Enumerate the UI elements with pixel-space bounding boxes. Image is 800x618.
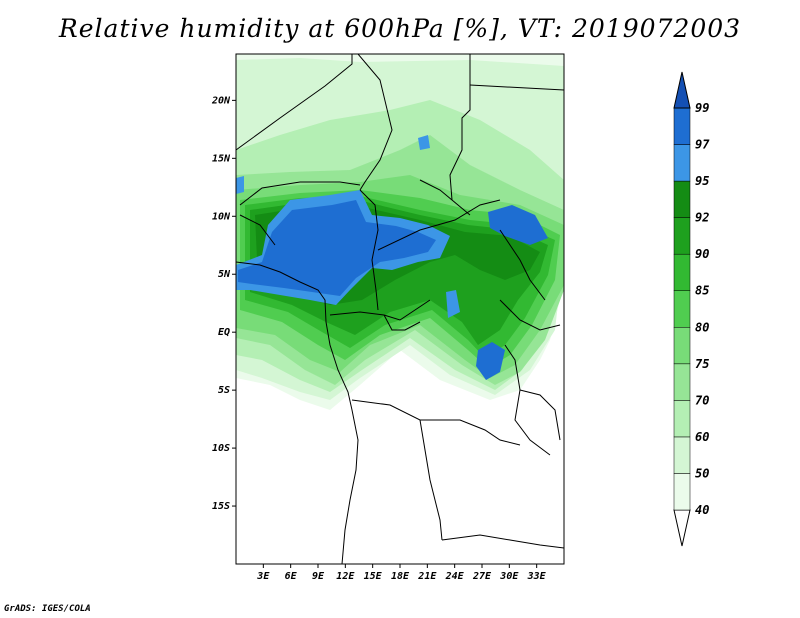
longitude-tick-label: 12E [336, 571, 355, 582]
colorbar-swatch [673, 327, 691, 365]
latitude-tick-label: 10S [212, 443, 230, 454]
colorbar-swatch [673, 253, 691, 291]
longitude-tick-label: 9E [312, 571, 325, 582]
latitude-axis: 20N 15N 10N 5N EQ 5S 10S 15S [211, 95, 236, 512]
colorbar-level-label: 92 [695, 211, 709, 225]
colorbar-level-label: 90 [695, 247, 709, 261]
latitude-tick-label: 10N [212, 211, 231, 222]
colorbar-min-arrow [673, 509, 691, 547]
longitude-tick-label: 30E [499, 571, 519, 582]
colorbar-level-label: 97 [695, 138, 710, 152]
latitude-tick-label: EQ [218, 327, 230, 338]
longitude-tick-label: 18E [391, 571, 410, 582]
software-credit: GrADS: IGES/COLA [4, 604, 91, 614]
rh-region-95 [236, 176, 244, 194]
rh-region-97 [488, 205, 548, 245]
colorbar: 40 50 60 70 75 80 85 90 92 95 97 99 [673, 71, 710, 547]
colorbar-level-label: 99 [695, 101, 709, 115]
longitude-tick-label: 15E [364, 571, 383, 582]
colorbar-swatch [673, 473, 691, 511]
rh-region-97 [476, 342, 505, 380]
rh-region-95 [418, 135, 430, 150]
colorbar-max-arrow [673, 71, 691, 109]
latitude-tick-label: 15N [212, 153, 231, 164]
latitude-tick-label: 5S [218, 385, 230, 396]
colorbar-swatch [673, 400, 691, 438]
longitude-axis: 3E 6E 9E 12E 15E 18E 21E 24E 27E 30E 33E [256, 564, 547, 582]
colorbar-swatch [673, 363, 691, 401]
longitude-tick-label: 27E [472, 571, 492, 582]
map-title: Relative humidity at 600hPa [%], VT: 201… [58, 14, 742, 43]
longitude-tick-label: 33E [527, 571, 547, 582]
rh-region-97 [238, 200, 436, 296]
colorbar-swatch [673, 436, 691, 474]
colorbar-level-label: 95 [695, 174, 709, 188]
colorbar-level-label: 80 [695, 320, 709, 334]
colorbar-swatch [673, 107, 691, 145]
longitude-tick-label: 21E [417, 571, 437, 582]
latitude-tick-label: 20N [211, 95, 231, 106]
colorbar-level-label: 85 [695, 284, 709, 298]
latitude-tick-label: 15S [212, 501, 230, 512]
latitude-tick-label: 5N [218, 269, 231, 280]
colorbar-swatch [673, 290, 691, 328]
colorbar-swatch [673, 180, 691, 218]
rh-region-95 [446, 290, 460, 318]
colorbar-level-label: 70 [695, 393, 709, 407]
longitude-tick-label: 24E [445, 571, 465, 582]
country-borders [236, 54, 564, 564]
longitude-tick-label: 3E [256, 571, 270, 582]
colorbar-swatch [673, 217, 691, 255]
colorbar-level-label: 60 [695, 430, 709, 444]
longitude-tick-label: 6E [285, 571, 298, 582]
colorbar-swatch [673, 144, 691, 182]
colorbar-level-label: 75 [695, 357, 709, 371]
colorbar-level-label: 50 [695, 466, 709, 480]
humidity-field [236, 54, 564, 410]
colorbar-level-label: 40 [695, 503, 709, 517]
